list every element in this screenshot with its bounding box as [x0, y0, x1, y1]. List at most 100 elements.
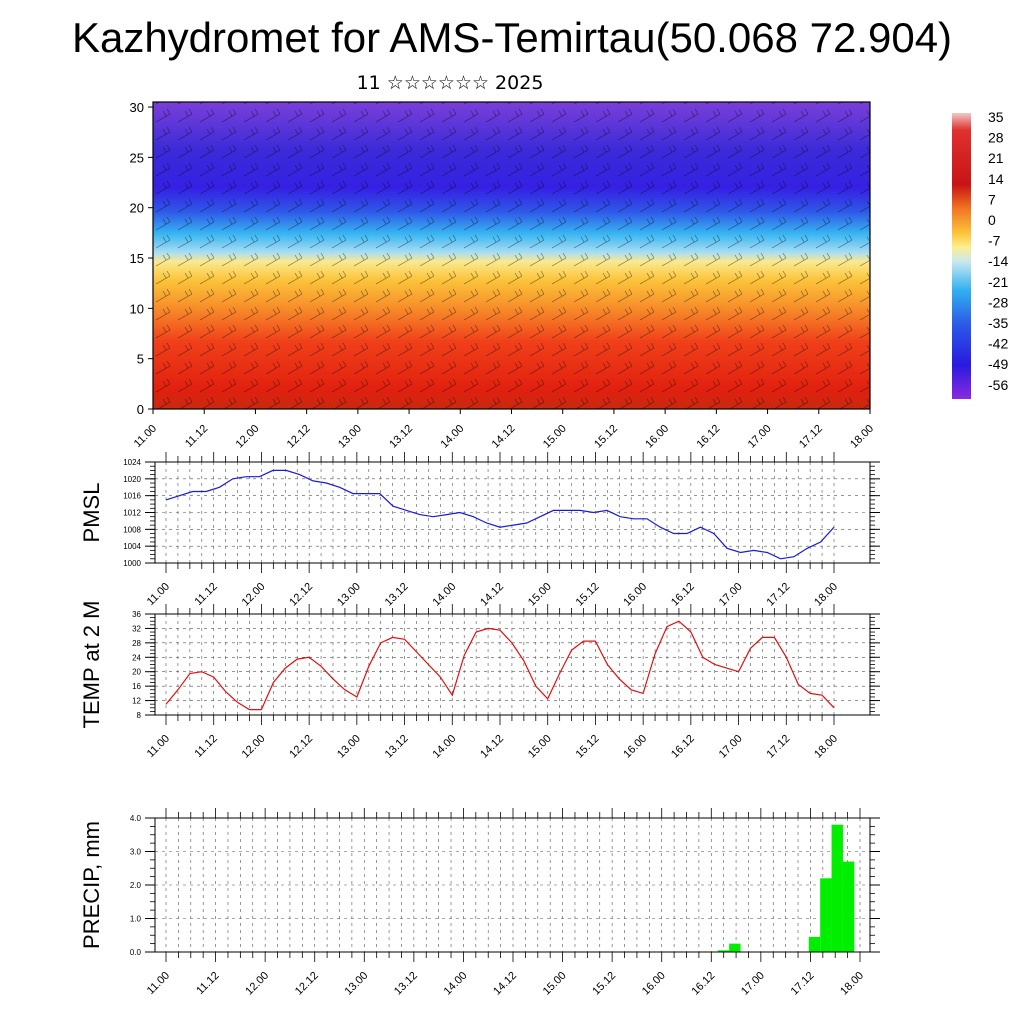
x-tick-label: 14.00 [430, 733, 458, 761]
y-tick-label: 24 [132, 653, 141, 662]
cs-y-tick-label: 20 [130, 201, 144, 216]
cs-x-tick-label: 13.00 [336, 423, 364, 451]
colorbar-label: -35 [988, 315, 1008, 331]
cs-x-tick-label: 14.12 [490, 423, 518, 451]
y-tick-label: 20 [132, 668, 141, 677]
cs-y-tick-label: 5 [137, 352, 144, 367]
cs-x-tick-label: 16.12 [695, 423, 723, 451]
colorbar-label: -14 [988, 253, 1008, 269]
y-tick-label: 1008 [123, 525, 141, 534]
cs-y-tick-label: 15 [130, 251, 144, 266]
y-tick-label: 2.0 [130, 881, 142, 890]
cs-y-tick-label: 0 [137, 402, 144, 417]
precip-bar [831, 824, 843, 952]
cs-x-tick-label: 14.00 [438, 423, 466, 451]
colorbar: 35 28 21 14 7 0 -7 -14 -21 -28 -35 -42 -49 -56 [952, 109, 1008, 399]
x-tick-label: 16.12 [669, 733, 697, 761]
y-tick-label: 16 [132, 682, 141, 691]
x-tick-label: 16.00 [621, 581, 649, 609]
x-tick-label: 12.12 [287, 581, 315, 609]
x-tick-label: 18.00 [812, 581, 840, 609]
x-tick-label: 12.00 [240, 581, 268, 609]
precip-bar [808, 936, 821, 952]
cs-x-tick-label: 11.12 [183, 423, 210, 450]
panel-frame [154, 613, 871, 716]
cs-x-tick-label: 15.00 [541, 423, 569, 451]
x-tick-label: 13.12 [392, 970, 420, 998]
cs-y-tick-label: 30 [130, 100, 144, 115]
x-tick-label: 17.12 [789, 970, 817, 998]
y-tick-label: 1024 [123, 458, 141, 467]
y-axis-title: PMSL [79, 483, 104, 543]
x-tick-label: 11.12 [192, 581, 219, 608]
cs-y-tick-label: 25 [130, 150, 144, 165]
y-axis-title: PRECIP, mm [79, 821, 104, 949]
x-tick-label: 14.12 [491, 970, 519, 998]
pmsl-line [165, 469, 835, 560]
cs-x-tick-label: 17.12 [797, 423, 825, 451]
x-tick-label: 17.00 [717, 733, 745, 761]
x-tick-label: 17.00 [717, 581, 745, 609]
y-tick-label: 1004 [123, 542, 141, 551]
x-tick-label: 16.00 [640, 970, 668, 998]
precip-bar [729, 943, 741, 952]
x-tick-label: 13.00 [335, 581, 363, 609]
x-tick-label: 14.12 [478, 581, 506, 609]
x-tick-label: 16.00 [621, 733, 649, 761]
x-tick-label: 17.00 [739, 970, 767, 998]
temp-line [165, 620, 835, 711]
colorbar-label: 0 [988, 212, 996, 228]
y-axis-title: TEMP at 2 M [79, 601, 104, 729]
cs-x-tick-label: 12.12 [285, 423, 313, 451]
x-tick-label: 13.12 [383, 733, 411, 761]
x-tick-label: 11.00 [145, 581, 172, 608]
precip-bar [842, 861, 855, 952]
y-tick-label: 36 [132, 610, 141, 619]
x-tick-label: 15.00 [526, 581, 554, 609]
wind-barb-field [153, 102, 870, 409]
cs-x-tick-label: 11.00 [132, 423, 159, 450]
cs-x-tick-label: 16.00 [643, 423, 671, 451]
cs-y-tick-label: 10 [130, 301, 144, 316]
cs-x-tick-label: 12.00 [234, 423, 262, 451]
x-tick-label: 16.12 [689, 970, 717, 998]
x-tick-label: 12.12 [293, 970, 321, 998]
temp-panel: 8 12 16 20 24 28 32 36 11.00 11.12 12.00 12.12 13.00… [79, 601, 880, 761]
x-tick-label: 14.00 [442, 970, 470, 998]
pmsl-panel: 1000 1004 1008 1012 1016 1020 1024 11.00 11.12 12… [79, 452, 880, 609]
y-tick-label: 0.0 [130, 948, 142, 957]
x-tick-label: 15.12 [574, 581, 602, 609]
x-tick-label: 16.12 [669, 581, 697, 609]
y-tick-label: 12 [132, 697, 141, 706]
colorbar-label: 7 [988, 191, 996, 207]
colorbar-label: -28 [988, 294, 1008, 310]
y-tick-label: 4.0 [130, 814, 142, 823]
x-tick-label: 12.12 [287, 733, 315, 761]
x-tick-label: 11.00 [145, 733, 172, 760]
x-tick-label: 14.12 [478, 733, 506, 761]
colorbar-label: -56 [988, 377, 1008, 393]
colorbar-label: -42 [988, 336, 1008, 352]
cs-x-tick-label: 15.12 [592, 423, 620, 451]
colorbar-label: -49 [988, 356, 1008, 372]
x-tick-label: 13.12 [383, 581, 411, 609]
chart-title: Kazhydromet for AMS-Temirtau(50.068 72.9… [71, 14, 953, 61]
x-tick-label: 11.12 [192, 733, 219, 760]
y-tick-label: 28 [132, 639, 141, 648]
x-tick-label: 17.12 [764, 733, 792, 761]
x-tick-label: 11.00 [145, 970, 172, 997]
x-tick-label: 13.00 [335, 733, 363, 761]
y-tick-label: 8 [137, 711, 142, 720]
chart-subtitle: 11 ☆☆☆☆☆☆ 2025 [356, 72, 544, 94]
cs-x-tick-label: 18.00 [848, 423, 876, 451]
y-tick-label: 1000 [123, 559, 141, 568]
x-tick-label: 17.12 [764, 581, 792, 609]
colorbar-label: 21 [988, 150, 1004, 166]
colorbar-label: 14 [988, 171, 1004, 187]
precip-bar [820, 878, 832, 952]
cs-x-tick-label: 17.00 [746, 423, 774, 451]
colorbar-label: 35 [988, 109, 1004, 125]
cross-section-panel: 0 5 10 15 20 25 30 11.00 11.12 12.00 12.12 13.00 13… [130, 100, 877, 451]
colorbar-label: 28 [988, 130, 1004, 146]
